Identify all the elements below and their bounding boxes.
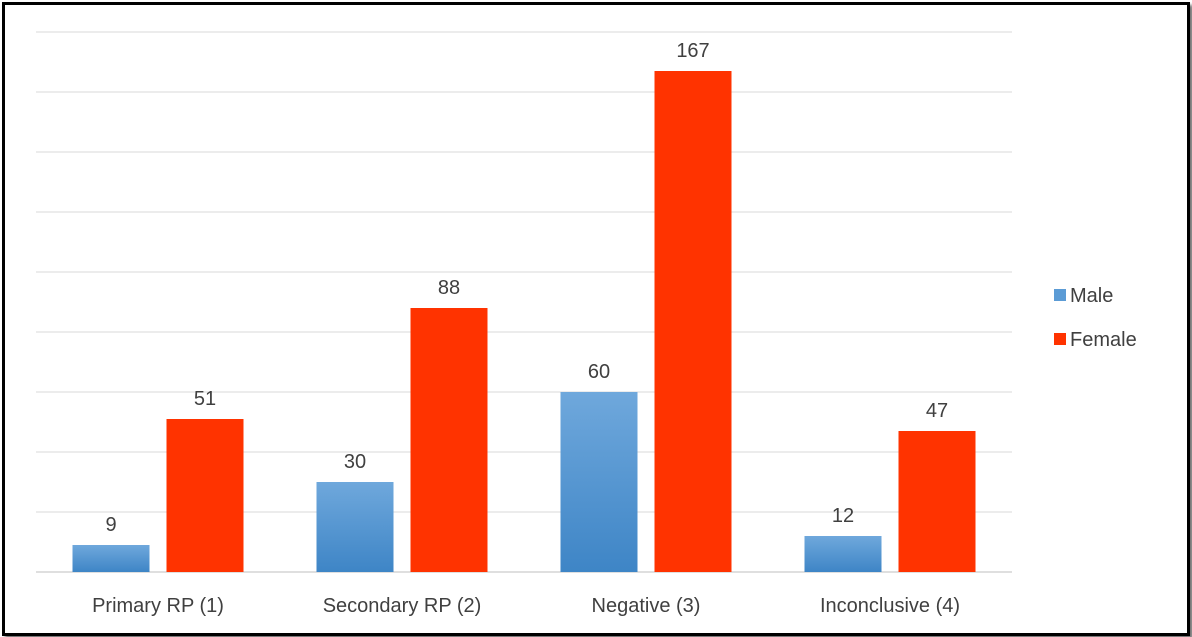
data-label-male-3: 60: [588, 361, 610, 383]
data-label-female-4: 47: [926, 400, 948, 422]
legend-swatch-female: [1054, 333, 1066, 345]
data-label-female-1: 51: [194, 388, 216, 410]
x-tick-label: Inconclusive (4): [820, 595, 960, 617]
data-label-male-1: 9: [105, 514, 116, 536]
bar-male-2: [316, 482, 394, 572]
bar-female-2: [410, 308, 488, 572]
bars: [72, 71, 976, 572]
data-label-male-4: 12: [832, 505, 854, 527]
data-label-female-2: 88: [438, 277, 460, 299]
legend-label-male: Male: [1070, 285, 1113, 307]
bar-male-4: [804, 536, 882, 572]
x-tick-label: Secondary RP (2): [323, 595, 482, 617]
bar-male-1: [72, 545, 150, 572]
legend-label-female: Female: [1070, 329, 1137, 351]
x-tick-label: Primary RP (1): [92, 595, 224, 617]
data-label-female-3: 167: [676, 40, 709, 62]
data-labels: 9 51 30 88 60 167 12 47: [105, 40, 948, 536]
bar-female-4: [898, 431, 976, 572]
x-tick-label: Negative (3): [592, 595, 701, 617]
legend-swatch-male: [1054, 289, 1066, 301]
bar-female-1: [166, 419, 244, 572]
legend: Male Female: [1054, 285, 1137, 351]
data-label-male-2: 30: [344, 451, 366, 473]
bar-male-3: [560, 392, 638, 572]
bar-female-3: [654, 71, 732, 572]
x-axis-tick-labels: Primary RP (1) Secondary RP (2) Negative (…: [92, 595, 960, 617]
